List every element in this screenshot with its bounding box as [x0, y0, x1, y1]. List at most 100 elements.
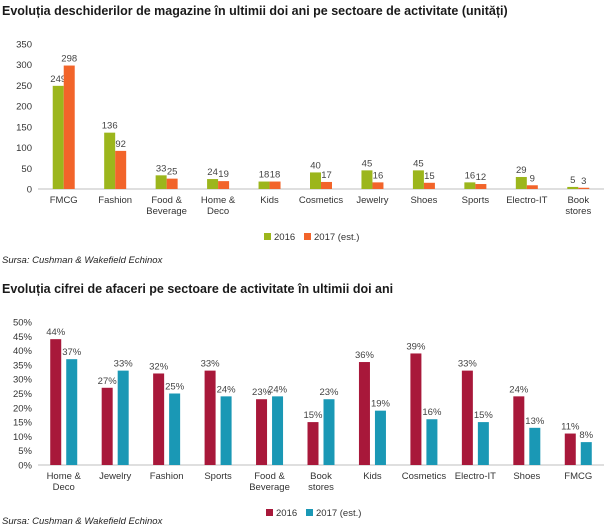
x-tick-label: Fashion: [98, 195, 132, 206]
legend-label: 2017 (est.): [316, 508, 361, 519]
y-tick-label: 10%: [13, 432, 33, 443]
data-label: 39%: [406, 341, 426, 352]
y-tick-label: 150: [16, 122, 32, 133]
y-tick-label: 100: [16, 143, 32, 154]
x-tick-label: FMCG: [564, 471, 592, 482]
chart2-title: Evoluția cifrei de afaceri pe sectoare d…: [2, 282, 394, 296]
y-tick-label: 250: [16, 81, 32, 92]
bar: [117, 370, 129, 465]
x-tick-label: Jewelry: [99, 471, 131, 482]
bar: [218, 181, 230, 189]
bar: [258, 181, 270, 189]
bar: [580, 442, 592, 465]
x-tick-label: Cosmetics: [299, 195, 344, 206]
data-label: 11%: [561, 422, 580, 433]
y-tick-label: 300: [16, 60, 32, 71]
bar: [513, 396, 525, 465]
data-label: 18: [270, 170, 281, 181]
data-label: 3: [581, 176, 586, 187]
y-tick-label: 350: [16, 40, 32, 51]
bar: [66, 359, 78, 465]
data-label: 15%: [474, 410, 494, 421]
y-tick-label: 25%: [13, 389, 33, 400]
bar: [204, 370, 216, 465]
y-tick-label: 50: [21, 164, 32, 175]
y-tick-label: 45%: [13, 332, 33, 343]
bar: [515, 176, 527, 189]
data-label: 23%: [252, 387, 272, 398]
y-tick-label: 0: [27, 185, 32, 196]
bar: [269, 181, 281, 189]
x-tick-label: Kids: [363, 471, 382, 482]
chart1-source: Sursa: Cushman & Wakefield Echinox: [2, 255, 163, 266]
legend-swatch: [304, 233, 311, 240]
data-label: 16: [465, 170, 476, 181]
bar: [423, 182, 435, 189]
data-label: 25%: [165, 382, 185, 393]
data-label: 27%: [98, 376, 118, 387]
bar: [475, 184, 487, 189]
data-label: 37%: [62, 347, 82, 358]
data-label: 12: [476, 172, 487, 183]
x-tick-label: Electro-IT: [455, 471, 496, 482]
data-label: 5: [570, 175, 575, 186]
data-label: 249: [50, 74, 66, 85]
x-tick-label: Home & Deco: [201, 195, 236, 217]
bar: [361, 170, 373, 189]
data-label: 32%: [149, 361, 169, 372]
bar: [63, 65, 75, 189]
data-label: 23%: [319, 387, 339, 398]
legend-label: 2016: [276, 508, 297, 519]
x-tick-label: Sports: [204, 471, 232, 482]
x-tick-label: Electro-IT: [506, 195, 547, 206]
data-label: 33%: [114, 359, 134, 370]
y-tick-label: 50%: [13, 318, 33, 329]
data-label: 29: [516, 165, 527, 176]
x-tick-label: Book stores: [565, 195, 591, 217]
bar: [169, 393, 181, 465]
bar: [529, 427, 541, 465]
x-tick-label: Shoes: [513, 471, 540, 482]
bar: [578, 187, 590, 189]
bar: [310, 172, 321, 189]
data-label: 17: [321, 170, 332, 181]
bar: [155, 175, 167, 189]
x-tick-label: Food & Beverage: [146, 195, 187, 217]
bar: [374, 410, 386, 465]
bar: [220, 396, 232, 465]
bar: [477, 422, 489, 465]
bar: [526, 185, 538, 189]
x-tick-label: Book stores: [308, 471, 334, 493]
data-label: 16: [373, 170, 384, 181]
bar: [50, 339, 62, 465]
legend-label: 2017 (est.): [314, 232, 359, 243]
bar: [321, 181, 332, 189]
bar: [464, 182, 476, 189]
bar: [372, 182, 384, 189]
y-tick-label: 40%: [13, 346, 33, 357]
data-label: 36%: [355, 350, 375, 361]
data-label: 92: [115, 139, 126, 150]
data-label: 15: [424, 171, 435, 182]
data-label: 298: [61, 54, 77, 65]
bar: [307, 422, 319, 465]
y-tick-label: 5%: [18, 446, 32, 457]
y-tick-label: 200: [16, 102, 32, 113]
bar: [115, 150, 127, 189]
bar: [101, 387, 113, 465]
bar: [207, 179, 219, 189]
bar: [272, 396, 284, 465]
data-label: 40: [310, 160, 321, 171]
bar: [104, 132, 116, 189]
data-label: 44%: [46, 327, 66, 338]
data-label: 136: [102, 121, 118, 132]
bar: [412, 170, 424, 189]
x-tick-label: FMCG: [50, 195, 78, 206]
y-tick-label: 15%: [13, 418, 33, 429]
data-label: 24: [207, 167, 218, 178]
x-tick-label: Sports: [462, 195, 490, 206]
data-label: 24%: [268, 384, 288, 395]
bar: [52, 85, 64, 189]
data-label: 13%: [525, 416, 545, 427]
